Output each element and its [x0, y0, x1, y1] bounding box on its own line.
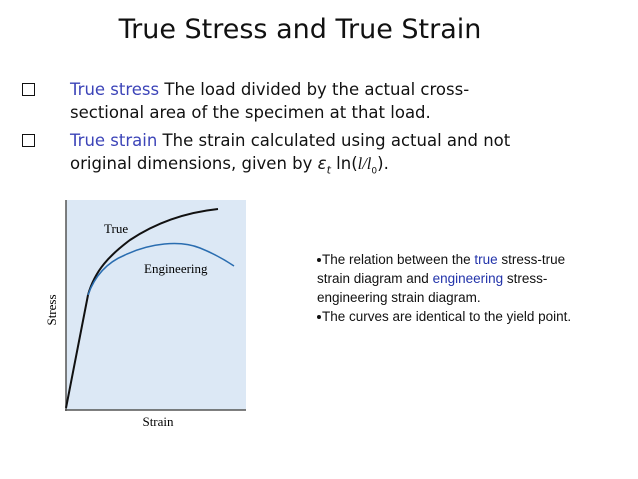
- formula-symbol: ε: [317, 154, 327, 173]
- note: The curves are identical to the yield po…: [317, 307, 597, 326]
- formula-subscript: t: [326, 163, 331, 177]
- note: The relation between the true stress-tru…: [317, 250, 597, 307]
- engineering-curve: [87, 242, 235, 296]
- y-axis-label: Stress: [44, 294, 59, 325]
- formula-open: ln(: [336, 154, 358, 173]
- true-curve: [65, 208, 219, 409]
- bullet-box: [22, 134, 35, 147]
- formula-ratio-subscript: 0: [371, 166, 378, 177]
- note-bullet: [317, 258, 321, 263]
- note-highlight: engineering: [432, 271, 504, 286]
- curve-label: True: [104, 221, 128, 236]
- bullet: True strain The strain calculated using …: [22, 129, 542, 183]
- formula-ratio: l/l: [357, 154, 372, 173]
- slide-title: True Stress and True Strain: [118, 14, 482, 45]
- bullet: True stress The load divided by the actu…: [22, 78, 542, 124]
- bullet-box: [22, 83, 35, 96]
- note-text: stress-true strain diagram and: [317, 252, 566, 286]
- definition: The strain calculated using actual and n…: [70, 131, 511, 173]
- notes: The relation between the true stress-tru…: [317, 250, 597, 326]
- note-bullet: [317, 315, 321, 320]
- definition: The load divided by the actual cross-sec…: [70, 80, 470, 122]
- term: True stress: [70, 80, 160, 99]
- curve-label: Engineering: [144, 261, 208, 276]
- term: True strain: [70, 131, 158, 150]
- plot-area: [66, 200, 246, 410]
- note-text: stress-engineering strain diagram.: [317, 271, 548, 305]
- note-text: The relation between the: [322, 252, 471, 267]
- note-highlight: true: [474, 252, 498, 267]
- note-text: The curves are identical to the yield po…: [322, 309, 572, 324]
- x-axis-label: Strain: [142, 414, 174, 429]
- formula-close: ).: [377, 154, 389, 173]
